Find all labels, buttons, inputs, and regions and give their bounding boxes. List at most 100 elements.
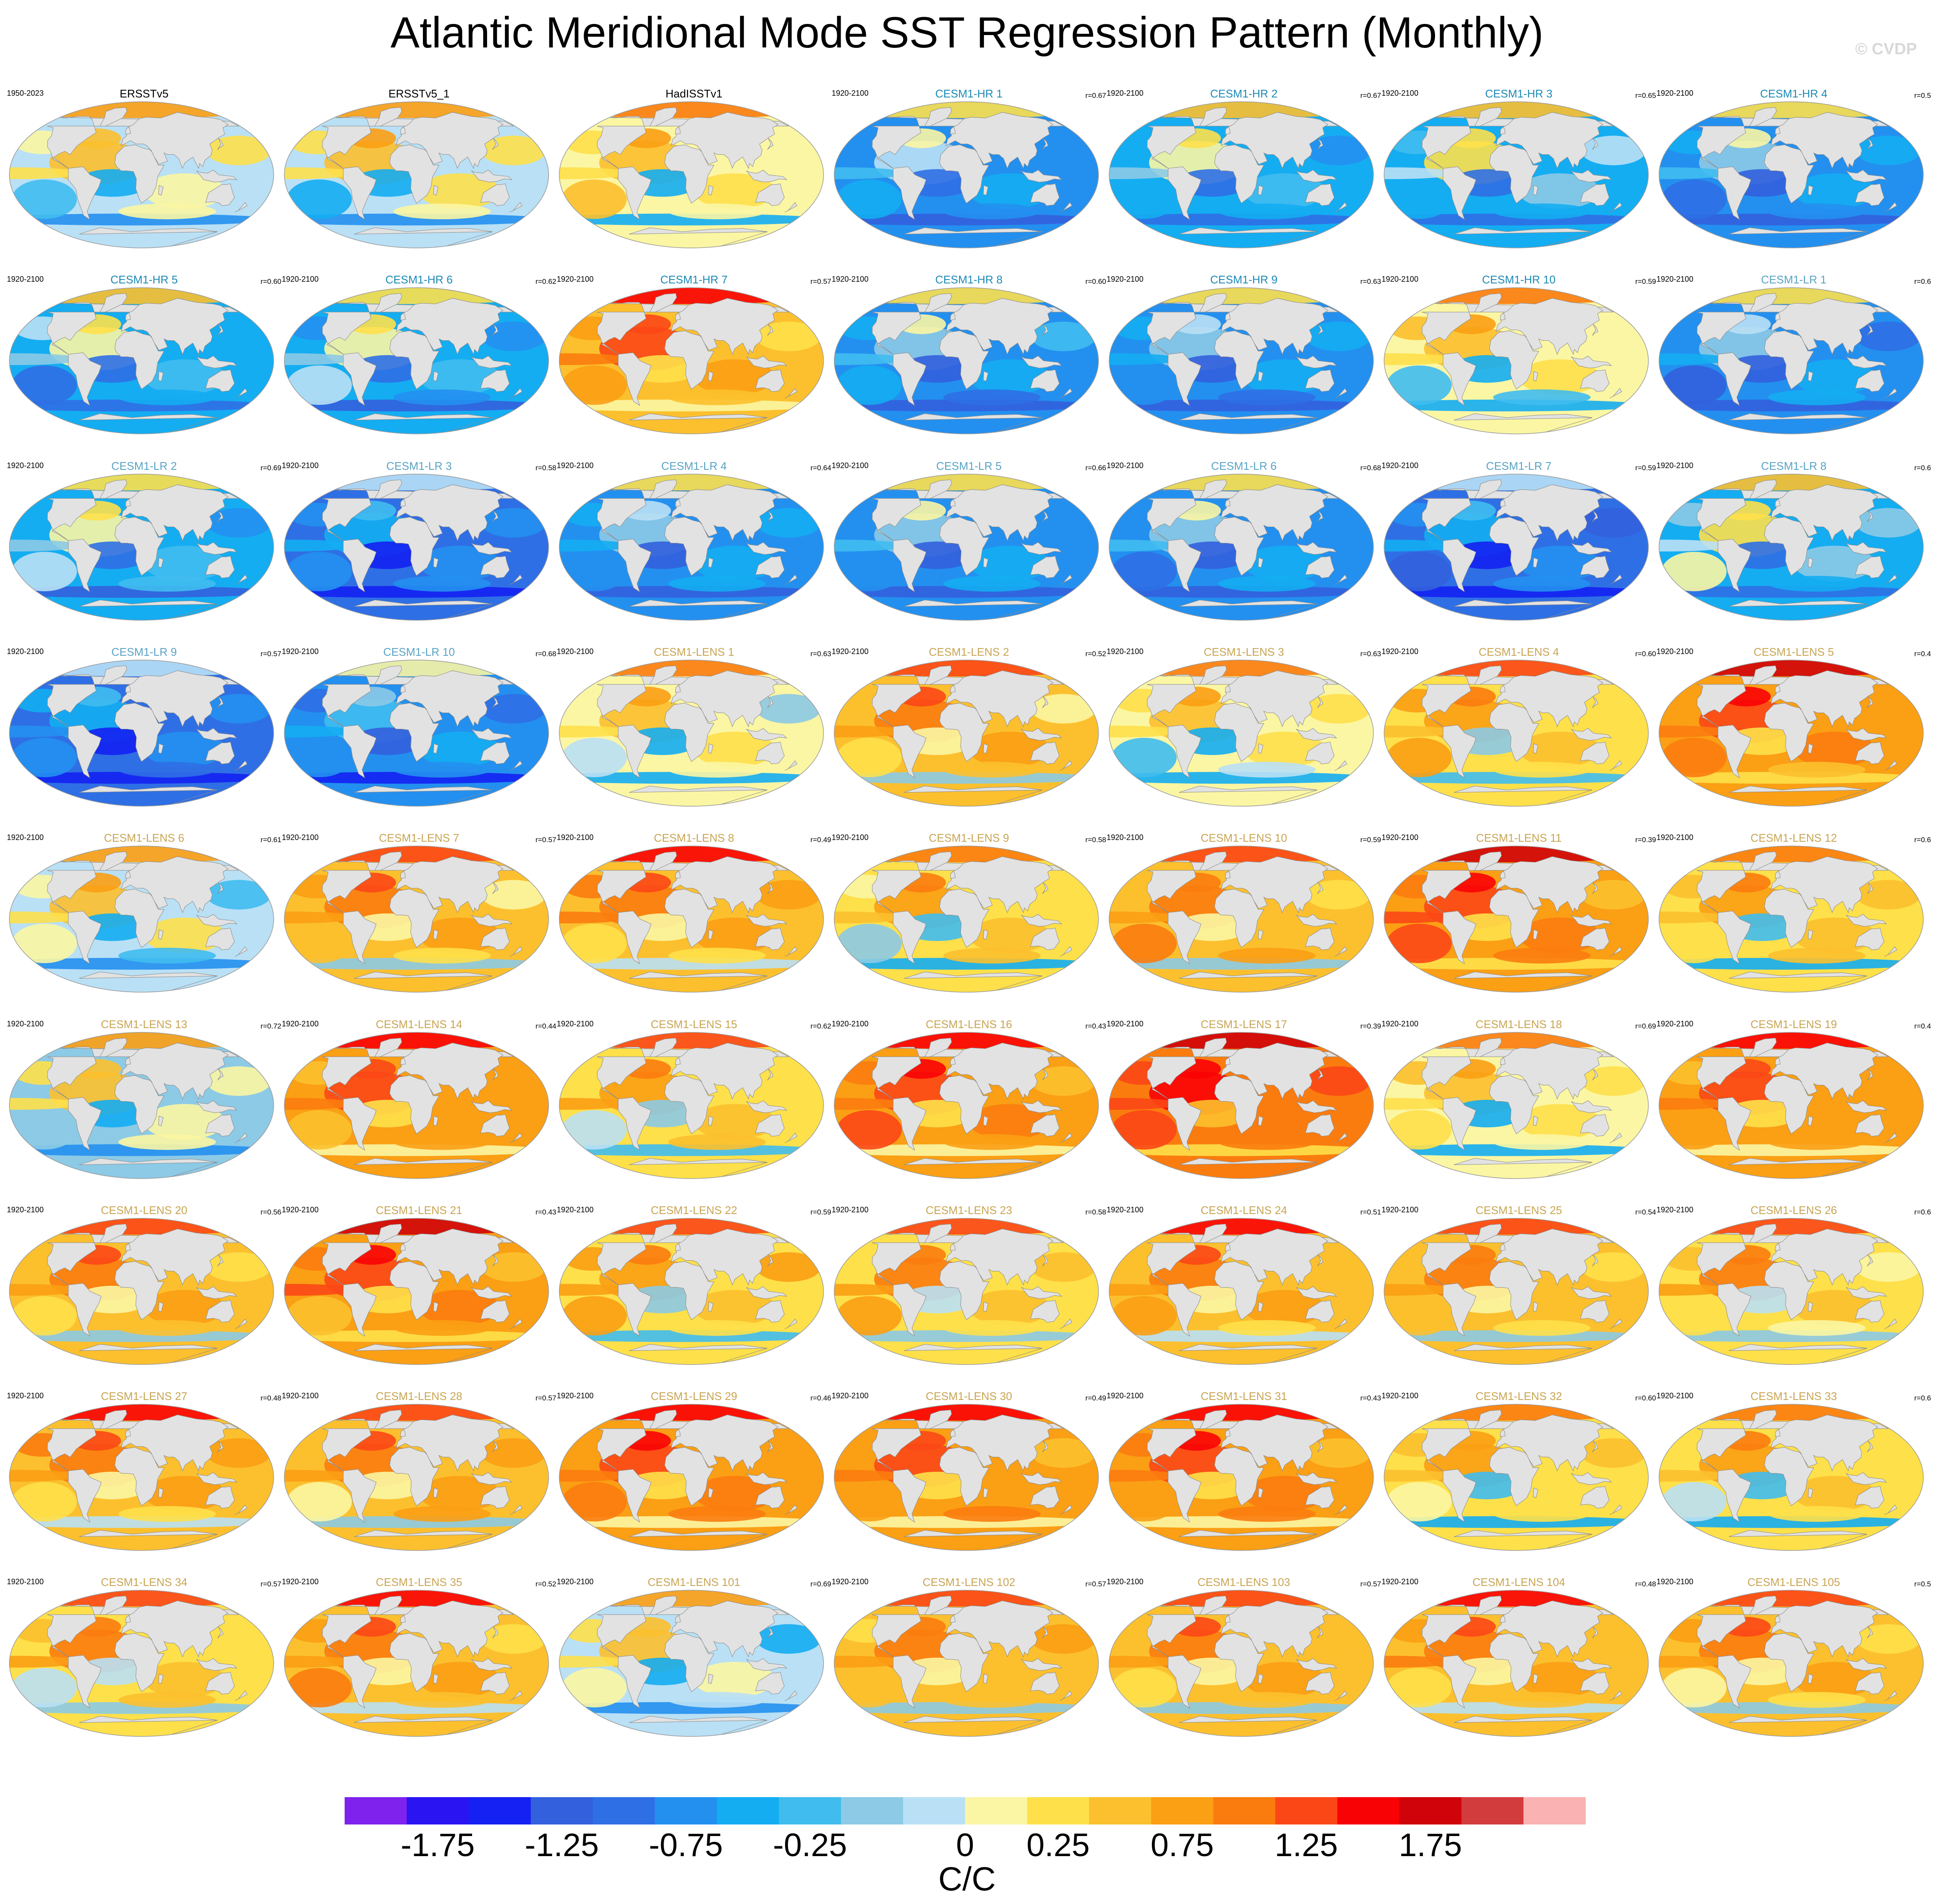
map-panel: CESM1-LENS 19 1920-2100 r=0.4 — [1656, 1018, 1932, 1204]
panel-years: 1920-2100 — [832, 1205, 869, 1214]
sst-regression-map — [1109, 101, 1374, 248]
panel-title: CESM1-HR 8 — [935, 273, 1003, 286]
panel-years: 1920-2100 — [1656, 1019, 1694, 1028]
map-panel: CESM1-LENS 4 1920-2100 r=0.60 — [1381, 645, 1657, 832]
panel-years: 1920-2100 — [557, 1019, 594, 1028]
panel-years: 1920-2100 — [832, 1577, 869, 1586]
panel-pattern-correlation: r=0.43 — [1085, 1022, 1106, 1030]
panel-years: 1920-2100 — [282, 647, 319, 656]
panel-title: CESM1-LENS 105 — [1747, 1576, 1840, 1589]
panel-pattern-correlation: r=0.57 — [810, 277, 831, 286]
panel-pattern-correlation: r=0.51 — [1360, 1208, 1381, 1216]
sst-regression-map — [1659, 1218, 1924, 1365]
panel-pattern-correlation: r=0.56 — [260, 1208, 281, 1216]
map-panel: CESM1-LENS 13 1920-2100 r=0.72 — [6, 1018, 282, 1204]
panel-pattern-correlation: r=0.6 — [1914, 1208, 1931, 1216]
map-panel: CESM1-LENS 3 1920-2100 r=0.63 — [1106, 645, 1382, 832]
panel-years: 1920-2100 — [282, 1391, 319, 1400]
panel-years: 1920-2100 — [7, 1205, 44, 1214]
map-panel: CESM1-LENS 26 1920-2100 r=0.6 — [1656, 1204, 1932, 1390]
panel-pattern-correlation: r=0.69 — [1635, 1022, 1656, 1030]
map-panel: CESM1-LENS 16 1920-2100 r=0.43 — [831, 1018, 1107, 1204]
colorbar-swatch — [965, 1797, 1028, 1824]
map-panel: CESM1-LENS 14 1920-2100 r=0.44 — [281, 1018, 557, 1204]
sst-regression-map — [9, 1032, 274, 1179]
panel-pattern-correlation: r=0.6 — [1914, 1394, 1931, 1403]
panel-title: CESM1-LENS 7 — [379, 831, 459, 845]
map-panel: CESM1-LENS 30 1920-2100 r=0.49 — [831, 1390, 1107, 1576]
panel-title: CESM1-LENS 15 — [650, 1017, 738, 1031]
panel-title: CESM1-LENS 34 — [100, 1576, 188, 1589]
map-panel: CESM1-LR 7 1920-2100 r=0.59 — [1381, 460, 1657, 646]
sst-regression-map — [1659, 1404, 1924, 1551]
map-panel: CESM1-HR 5 1920-2100 r=0.60 — [6, 273, 282, 460]
map-panel: CESM1-LR 8 1920-2100 r=0.6 — [1656, 460, 1932, 646]
map-panel: CESM1-LENS 6 1920-2100 r=0.61 — [6, 831, 282, 1018]
panel-pattern-correlation: r=0.66 — [1085, 463, 1106, 472]
panel-title: CESM1-LENS 11 — [1476, 831, 1562, 845]
panel-title: CESM1-LENS 5 — [1754, 645, 1834, 658]
panel-pattern-correlation: r=0.57 — [260, 649, 281, 658]
sst-regression-map — [284, 1218, 549, 1365]
panel-pattern-correlation: r=0.67 — [1085, 91, 1106, 100]
sst-regression-map — [834, 1218, 1099, 1365]
sst-regression-map — [559, 1404, 824, 1551]
panel-years: 1920-2100 — [1107, 275, 1144, 284]
map-panel: CESM1-LENS 5 1920-2100 r=0.4 — [1656, 645, 1932, 832]
sst-regression-map — [9, 101, 274, 248]
colorbar-swatch — [1461, 1797, 1524, 1824]
panel-title: CESM1-HR 4 — [1760, 87, 1828, 100]
map-panel: CESM1-LR 10 1920-2100 r=0.68 — [281, 645, 557, 832]
panel-pattern-correlation: r=0.46 — [810, 1394, 831, 1403]
map-panel: CESM1-LENS 31 1920-2100 r=0.43 — [1106, 1390, 1382, 1576]
sst-regression-map — [9, 287, 274, 435]
panel-title: CESM1-LENS 28 — [375, 1390, 463, 1403]
panel-title: CESM1-HR 7 — [660, 273, 728, 286]
panel-years: 1920-2100 — [1382, 833, 1419, 842]
panel-pattern-correlation: r=0.57 — [535, 1394, 556, 1403]
map-panel: CESM1-LENS 24 1920-2100 r=0.51 — [1106, 1204, 1382, 1390]
map-panel: CESM1-HR 9 1920-2100 r=0.63 — [1106, 273, 1382, 460]
colorbar-swatch — [469, 1797, 531, 1824]
colorbar-swatch — [593, 1797, 655, 1824]
panel-years: 1920-2100 — [1656, 1205, 1694, 1214]
colorbar-tick-label: -0.75 — [649, 1827, 723, 1863]
panel-pattern-correlation: r=0.63 — [1360, 649, 1381, 658]
sst-regression-map — [559, 660, 824, 807]
panel-pattern-correlation: r=0.5 — [1914, 91, 1931, 100]
panel-title: CESM1-LR 10 — [383, 645, 455, 658]
panel-pattern-correlation: r=0.48 — [1635, 1580, 1656, 1589]
map-panel: CESM1-LENS 101 1920-2100 r=0.69 — [556, 1576, 832, 1762]
colorbar-swatch — [841, 1797, 904, 1824]
panel-years: 1920-2100 — [282, 1019, 319, 1028]
panel-pattern-correlation: r=0.6 — [1914, 463, 1931, 472]
map-panel: CESM1-LENS 8 1920-2100 r=0.49 — [556, 831, 832, 1018]
panel-title: CESM1-LENS 14 — [375, 1017, 463, 1031]
map-panel: CESM1-HR 3 1920-2100 r=0.65 — [1381, 87, 1657, 274]
panel-years: 1920-2100 — [557, 275, 594, 284]
panel-pattern-correlation: r=0.39 — [1360, 1022, 1381, 1030]
sst-regression-map — [1384, 1590, 1649, 1737]
map-panel: CESM1-LR 3 1920-2100 r=0.58 — [281, 460, 557, 646]
map-panel: HadISSTv1 — [556, 87, 832, 274]
panel-years: 1920-2100 — [832, 461, 869, 470]
map-panel: CESM1-LENS 34 1920-2100 r=0.57 — [6, 1576, 282, 1762]
panel-years: 1920-2100 — [7, 1391, 44, 1400]
panel-years: 1920-2100 — [1107, 1019, 1144, 1028]
map-panel: CESM1-LENS 104 1920-2100 r=0.48 — [1381, 1576, 1657, 1762]
colorbar-swatch — [1523, 1797, 1586, 1824]
sst-regression-map — [1109, 473, 1374, 621]
map-panel: CESM1-LR 4 1920-2100 r=0.64 — [556, 460, 832, 646]
panel-years: 1920-2100 — [557, 1205, 594, 1214]
panel-title: CESM1-LR 5 — [936, 459, 1002, 472]
map-panel: CESM1-LENS 35 1920-2100 r=0.52 — [281, 1576, 557, 1762]
map-panel: CESM1-LENS 21 1920-2100 r=0.43 — [281, 1204, 557, 1390]
panel-years: 1920-2100 — [1107, 647, 1144, 656]
panel-pattern-correlation: r=0.60 — [260, 277, 281, 286]
sst-regression-map — [1659, 660, 1924, 807]
sst-regression-map — [1659, 1032, 1924, 1179]
panel-title: CESM1-HR 10 — [1482, 273, 1556, 286]
panel-years: 1920-2100 — [1656, 275, 1694, 284]
map-panel: CESM1-HR 4 1920-2100 r=0.5 — [1656, 87, 1932, 274]
panel-pattern-correlation: r=0.60 — [1635, 649, 1656, 658]
